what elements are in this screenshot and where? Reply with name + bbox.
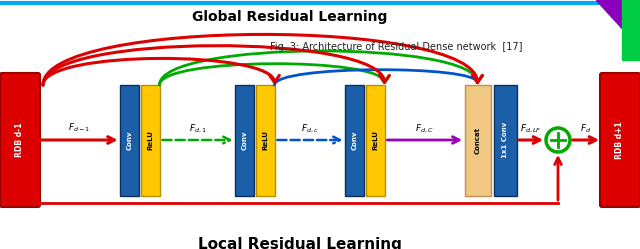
Text: $F_{d-1}$: $F_{d-1}$ — [68, 121, 90, 133]
FancyBboxPatch shape — [600, 73, 640, 207]
Circle shape — [546, 128, 570, 152]
Text: $F_{d,1}$: $F_{d,1}$ — [189, 123, 207, 135]
Text: Global Residual Learning: Global Residual Learning — [192, 10, 388, 24]
Text: Concat: Concat — [474, 126, 481, 154]
Text: Local Residual Learning: Local Residual Learning — [198, 237, 402, 249]
FancyArrowPatch shape — [159, 51, 483, 85]
Text: Fig. 3: Architecture of Residual Dense network  [17]: Fig. 3: Architecture of Residual Dense n… — [270, 42, 522, 52]
FancyArrowPatch shape — [275, 70, 483, 85]
FancyBboxPatch shape — [465, 84, 490, 195]
Text: $F_{d,LF}$: $F_{d,LF}$ — [520, 123, 542, 135]
FancyArrowPatch shape — [43, 46, 389, 85]
FancyArrowPatch shape — [43, 59, 280, 85]
Text: Conv: Conv — [351, 130, 358, 150]
FancyBboxPatch shape — [120, 84, 139, 195]
FancyArrowPatch shape — [159, 64, 389, 85]
Text: $F_d$: $F_d$ — [580, 122, 591, 134]
FancyBboxPatch shape — [0, 73, 40, 207]
Text: $F_{d,c}$: $F_{d,c}$ — [301, 123, 319, 135]
Text: $F_{d,C}$: $F_{d,C}$ — [415, 123, 434, 135]
Polygon shape — [622, 0, 640, 60]
Text: ReLU: ReLU — [262, 130, 269, 150]
Text: ReLU: ReLU — [372, 130, 378, 150]
FancyBboxPatch shape — [493, 84, 516, 195]
Text: Conv: Conv — [127, 130, 132, 150]
Text: RDB d+1: RDB d+1 — [616, 121, 625, 159]
FancyBboxPatch shape — [345, 84, 364, 195]
FancyBboxPatch shape — [256, 84, 275, 195]
Text: Conv: Conv — [241, 130, 248, 150]
Polygon shape — [596, 0, 640, 48]
FancyBboxPatch shape — [366, 84, 385, 195]
FancyArrowPatch shape — [43, 34, 483, 85]
FancyBboxPatch shape — [235, 84, 254, 195]
Text: RDB d-1: RDB d-1 — [15, 123, 24, 157]
Text: ReLU: ReLU — [147, 130, 154, 150]
Text: 1x1 Conv: 1x1 Conv — [502, 122, 508, 158]
FancyBboxPatch shape — [141, 84, 160, 195]
